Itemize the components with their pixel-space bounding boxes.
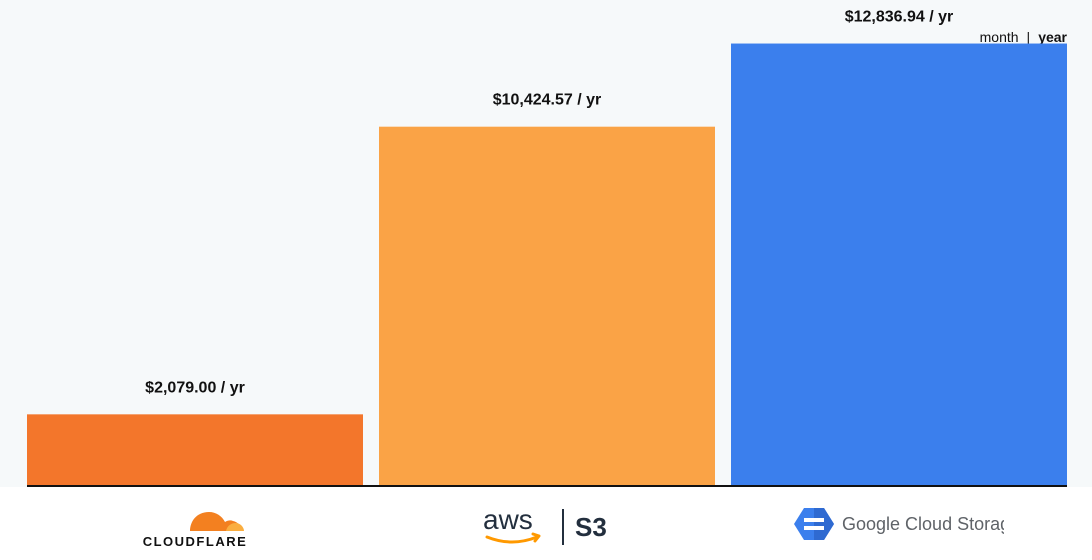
provider-logos: CLOUDFLARE aws S3 Google Cloud Storage [0,487,1092,560]
toggle-year[interactable]: year [1038,29,1067,45]
cloudflare-cloud-icon: CLOUDFLARE [143,511,248,548]
bar-cloudflare [27,414,363,486]
toggle-month[interactable]: month [979,29,1019,45]
google-cloud-storage-icon [794,507,834,540]
toggle-separator: | [1026,29,1031,45]
bar-value-label: $10,424.57 / yr [493,92,602,109]
bar-value-label: $2,079.00 / yr [145,379,245,396]
period-toggle: month | year [980,29,1067,45]
gcs-logo: Google Cloud Storage [731,487,1067,560]
bar-aws-s3 [379,126,715,487]
cloudflare-wordmark: CLOUDFLARE [143,534,248,548]
aws-s3-logo: aws S3 [379,487,715,560]
aws-wordmark: aws [483,504,533,535]
cost-bar-chart: $2,079.00 / yr $10,424.57 / yr $12,836.94 … [27,9,1067,487]
gcs-wordmark: Google Cloud Storage [842,514,1004,534]
cloudflare-logo: CLOUDFLARE [27,487,363,560]
bar-google-cloud-storage [731,43,1067,487]
aws-smile-icon: aws S3 [483,504,607,545]
bar-value-label: $12,836.94 / yr [845,9,954,26]
bars-group: $2,079.00 / yr $10,424.57 / yr $12,836.94 … [27,9,1067,487]
s3-product-label: S3 [575,512,607,542]
